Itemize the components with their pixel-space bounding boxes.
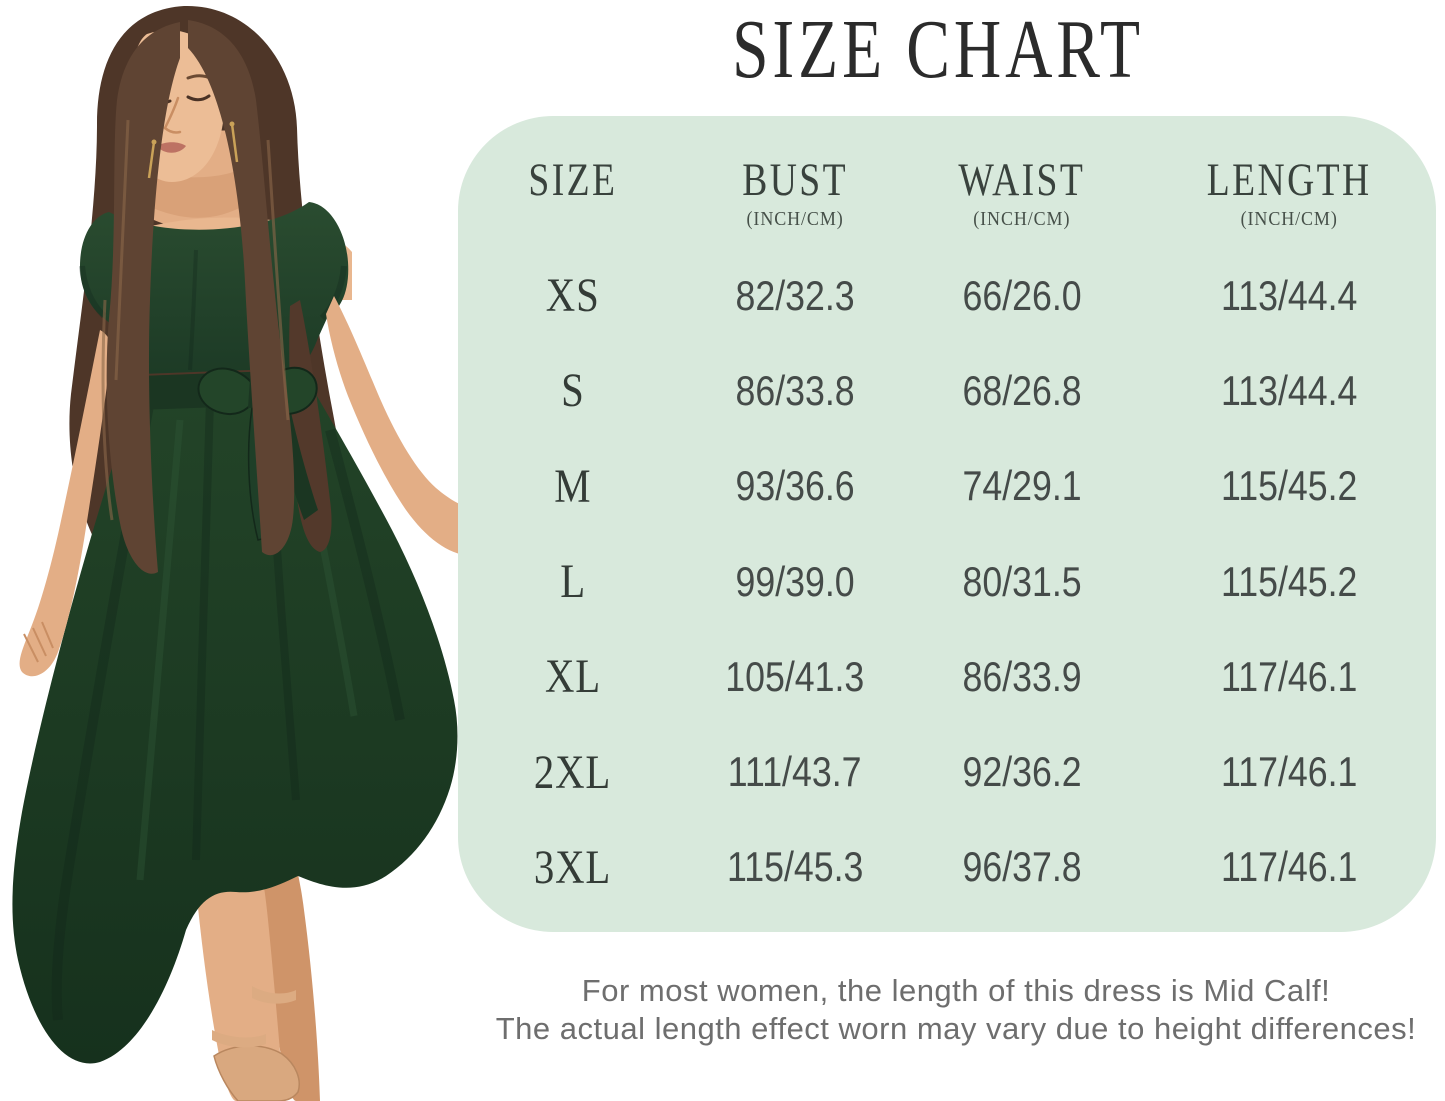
bust-cell: 93/36.6 — [735, 462, 855, 510]
size-cell: L — [560, 555, 586, 609]
col-label: SIZE — [528, 154, 618, 206]
earrings — [147, 121, 239, 179]
waist-cell: 68/26.8 — [962, 366, 1082, 414]
col-label: BUST — [742, 154, 848, 206]
ankle-strap-front — [212, 1030, 266, 1048]
length-cell: 115/45.2 — [1220, 557, 1357, 605]
table-row: S 86/33.8 68/26.8 113/44.4 — [458, 343, 1436, 438]
arm-right — [19, 330, 112, 677]
col-unit: (INCH/CM) — [746, 208, 844, 230]
waist-cell: 80/31.5 — [962, 557, 1082, 605]
fit-note: For most women, the length of this dress… — [446, 972, 1445, 1047]
bust-cell: 105/41.3 — [725, 652, 865, 700]
table-body: XS 82/32.3 66/26.0 113/44.4 S 86/33.8 68… — [458, 248, 1436, 915]
length-cell: 117/46.1 — [1220, 652, 1357, 700]
col-header-waist: WAIST (INCH/CM) — [902, 156, 1142, 232]
bust-cell: 115/45.3 — [726, 843, 864, 891]
size-cell: 2XL — [534, 745, 612, 799]
length-cell: 117/46.1 — [1220, 843, 1357, 891]
size-cell: 3XL — [534, 840, 612, 894]
table-row: XL 105/41.3 86/33.9 117/46.1 — [458, 629, 1436, 724]
lips — [157, 142, 186, 153]
bow-loop-left — [197, 367, 260, 416]
col-label: WAIST — [958, 154, 1086, 206]
waist-cell: 66/26.0 — [962, 271, 1082, 319]
arm-left — [326, 296, 470, 556]
length-cell: 117/46.1 — [1220, 748, 1357, 796]
bust-cell: 111/43.7 — [728, 748, 862, 796]
table-row: M 93/36.6 74/29.1 115/45.2 — [458, 439, 1436, 534]
fit-note-line2: The actual length effect worn may vary d… — [495, 1010, 1417, 1046]
waist-cell: 86/33.9 — [962, 652, 1082, 700]
table-row: XS 82/32.3 66/26.0 113/44.4 — [458, 248, 1436, 343]
fit-note-line1: For most women, the length of this dress… — [581, 973, 1331, 1008]
hair-highlights — [101, 119, 290, 521]
size-cell: XL — [544, 650, 601, 704]
hair-front-right — [188, 20, 295, 556]
leg-front — [192, 832, 284, 1101]
leg-back — [250, 844, 320, 1101]
table-header: SIZE BUST (INCH/CM) WAIST (INCH/CM) LENG… — [458, 156, 1436, 232]
bust-cell: 82/32.3 — [735, 271, 855, 319]
bust-cell: 86/33.8 — [735, 366, 855, 414]
table-row: 3XL 115/45.3 96/37.8 117/46.1 — [458, 820, 1436, 915]
col-unit: (INCH/CM) — [1240, 208, 1338, 230]
size-cell: M — [554, 459, 592, 513]
table-row: 2XL 111/43.7 92/36.2 117/46.1 — [458, 724, 1436, 819]
shoe-front — [213, 1045, 300, 1101]
size-cell: S — [561, 364, 585, 418]
col-label: LENGTH — [1206, 154, 1372, 206]
waist-cell: 74/29.1 — [962, 462, 1082, 510]
col-header-length: LENGTH (INCH/CM) — [1142, 156, 1436, 232]
table-row: L 99/39.0 80/31.5 115/45.2 — [458, 534, 1436, 629]
size-cell: XS — [545, 269, 600, 323]
ankle-strap-back — [252, 986, 296, 1004]
col-unit: (INCH/CM) — [973, 208, 1071, 230]
waist-cell: 92/36.2 — [962, 748, 1082, 796]
length-cell: 113/44.4 — [1220, 366, 1357, 414]
dress-skirt — [12, 370, 458, 1064]
length-cell: 113/44.4 — [1220, 271, 1357, 319]
hand-fingers — [23, 621, 54, 663]
col-header-size: SIZE — [458, 156, 688, 232]
col-header-bust: BUST (INCH/CM) — [688, 156, 902, 232]
length-cell: 115/45.2 — [1220, 462, 1357, 510]
bust-cell: 99/39.0 — [735, 557, 855, 605]
waist-cell: 96/37.8 — [962, 843, 1082, 891]
page-title: SIZE CHART — [732, 3, 1144, 96]
size-chart-panel: SIZE BUST (INCH/CM) WAIST (INCH/CM) LENG… — [458, 116, 1436, 932]
model-photo — [12, 5, 470, 1101]
